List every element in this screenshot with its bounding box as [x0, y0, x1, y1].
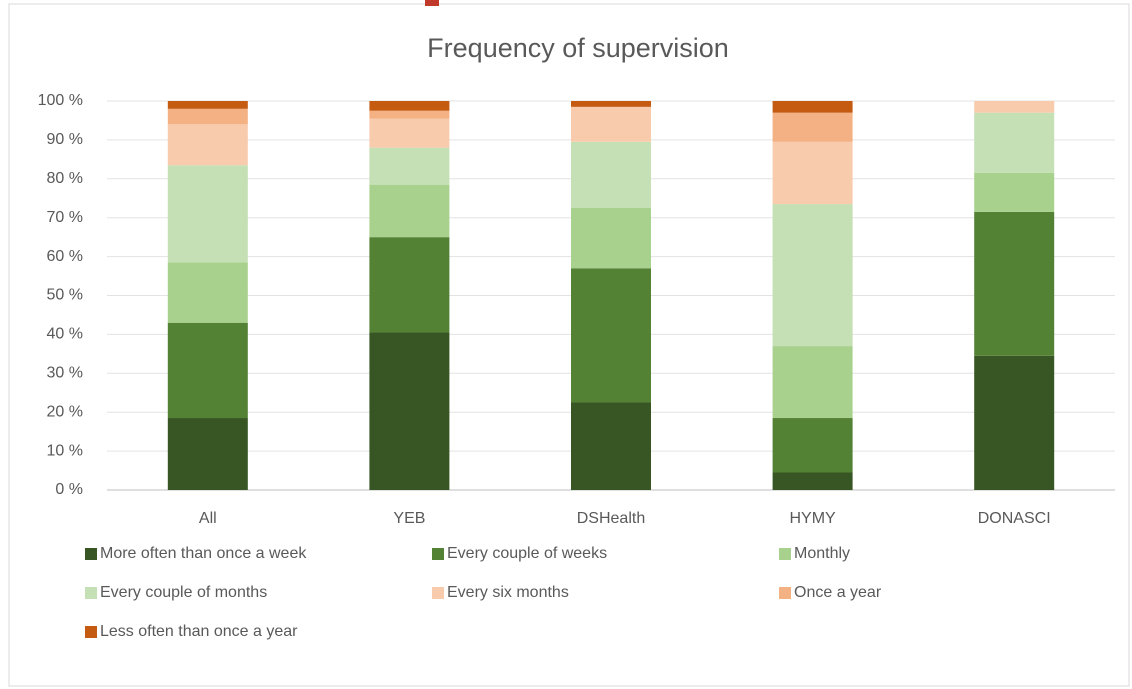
y-tick-label: 30 %	[47, 365, 83, 382]
bar-segment	[571, 207, 651, 269]
legend-label: More often than once a week	[100, 545, 307, 562]
legend-swatch	[85, 587, 97, 599]
bar-segment	[772, 418, 853, 473]
x-tick-label: DSHealth	[577, 510, 645, 527]
x-tick-label: YEB	[393, 510, 425, 527]
y-tick-label: 50 %	[47, 287, 83, 304]
bar-segment	[772, 346, 853, 419]
legend-swatch	[779, 587, 791, 599]
bar-segment	[167, 322, 248, 419]
bar-segment	[974, 172, 1055, 212]
legend-label: Every six months	[447, 584, 569, 601]
bar-segment	[974, 101, 1055, 113]
bar-segment	[369, 118, 450, 148]
y-tick-label: 60 %	[47, 248, 83, 265]
bar-segment	[974, 355, 1055, 490]
legend-label: Every couple of months	[100, 584, 267, 601]
bar-segment	[772, 141, 853, 205]
bar-segment	[772, 101, 853, 113]
bar-segment	[369, 332, 450, 490]
bar-segment	[571, 268, 651, 403]
legend-swatch	[85, 626, 97, 638]
y-tick-label: 70 %	[47, 209, 83, 226]
legend-label: Less often than once a year	[100, 623, 298, 640]
bar-segment	[571, 106, 651, 142]
bar-segment	[369, 237, 450, 333]
y-tick-label: 0 %	[55, 481, 83, 498]
bar-segment	[369, 147, 450, 185]
bar-segment	[167, 262, 248, 323]
y-tick-label: 80 %	[47, 170, 83, 187]
x-tick-label: DONASCI	[978, 510, 1051, 527]
x-tick-label: All	[199, 510, 217, 527]
legend-label: Once a year	[794, 584, 882, 601]
bar-segment	[167, 108, 248, 125]
y-tick-label: 100 %	[38, 92, 83, 109]
y-tick-label: 10 %	[47, 442, 83, 459]
bar-segment	[974, 112, 1055, 173]
y-tick-label: 20 %	[47, 403, 83, 420]
bar-segment	[571, 402, 651, 490]
bar-segment	[369, 110, 450, 119]
bar-segment	[369, 101, 450, 111]
bar-segment	[772, 472, 853, 490]
legend-swatch	[85, 548, 97, 560]
chart-title: Frequency of supervision	[427, 33, 729, 63]
legend-label: Every couple of weeks	[447, 545, 607, 562]
decoration	[425, 0, 439, 6]
bar-segment	[772, 204, 853, 347]
bar-segment	[772, 112, 853, 142]
bar-segment	[167, 165, 248, 263]
bar-segment	[571, 141, 651, 208]
y-tick-label: 40 %	[47, 326, 83, 343]
legend-swatch	[779, 548, 791, 560]
legend-label: Monthly	[794, 545, 850, 562]
bar-segment	[167, 418, 248, 490]
bar-segment	[974, 211, 1055, 356]
y-tick-label: 90 %	[47, 131, 83, 148]
bar-segment	[167, 101, 248, 109]
legend-swatch	[432, 548, 444, 560]
bar-segment	[571, 101, 651, 107]
legend-swatch	[432, 587, 444, 599]
bar-segment	[167, 124, 248, 166]
bar-segment	[369, 184, 450, 238]
x-tick-label: HYMY	[789, 510, 836, 527]
